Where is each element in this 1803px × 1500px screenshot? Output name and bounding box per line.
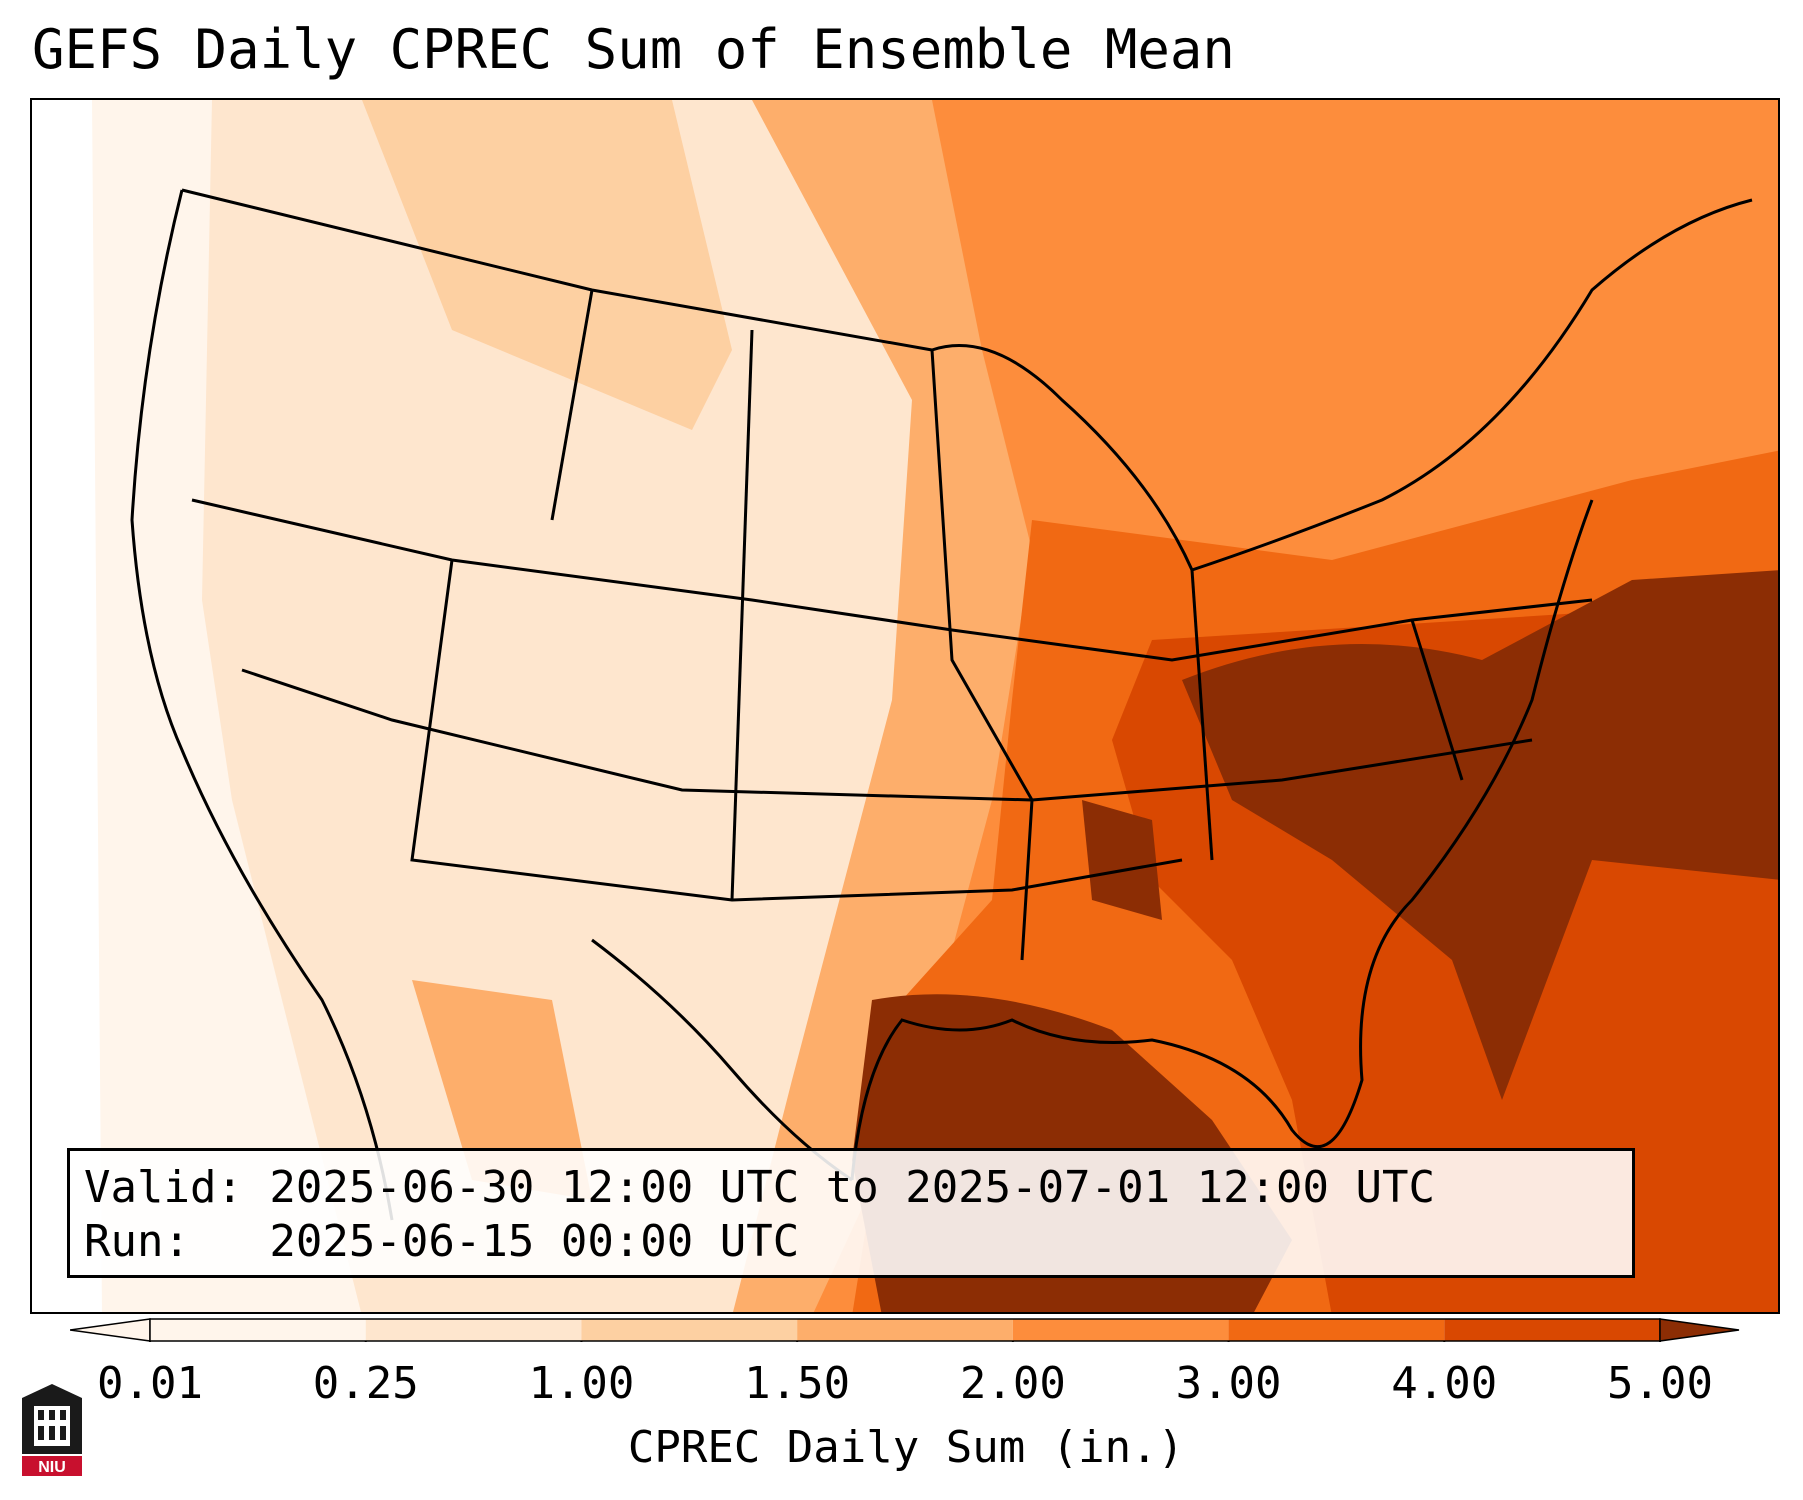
valid-time-text: Valid: 2025-06-30 12:00 UTC to 2025-07-0… [84,1162,1436,1213]
niu-tower-logo-icon: NIU [22,1384,82,1476]
colorbar-segment [150,1319,366,1341]
precip-fill [32,100,1778,1312]
precip-map [32,100,1778,1312]
map-area [30,98,1780,1314]
colorbar-extend-high [1659,1318,1740,1342]
colorbar-segment [1012,1319,1229,1341]
colorbar-tick-label: 1.00 [528,1358,635,1409]
map-borders [130,188,1753,1221]
run-time-text: Run: 2025-06-15 00:00 UTC [84,1216,800,1267]
colorbar-segment [797,1319,1013,1341]
map-title: GEFS Daily CPREC Sum of Ensemble Mean [32,18,1235,81]
colorbar-tick-label: 5.00 [1607,1358,1713,1409]
colorbar-tick-label: 3.00 [1175,1358,1282,1409]
colorbar-segment [581,1319,798,1341]
colorbar-tick-label: 0.25 [312,1358,419,1409]
colorbar-tick-label: 0.01 [97,1358,203,1409]
colorbar-segment [1444,1319,1660,1341]
colorbar-extend-low [70,1318,151,1342]
colorbar-tick-label: 2.00 [959,1358,1066,1409]
colorbar-tick-label: 4.00 [1391,1358,1498,1409]
colorbar-tick-label: 1.50 [744,1358,851,1409]
logo-text: NIU [38,1459,66,1476]
colorbar [70,1318,1740,1342]
valid-run-info-box: Valid: 2025-06-30 12:00 UTC to 2025-07-0… [67,1148,1635,1278]
colorbar-segment [365,1319,582,1341]
colorbar-segment [1228,1319,1445,1341]
colorbar-label: CPREC Daily Sum (in.) [627,1422,1185,1473]
